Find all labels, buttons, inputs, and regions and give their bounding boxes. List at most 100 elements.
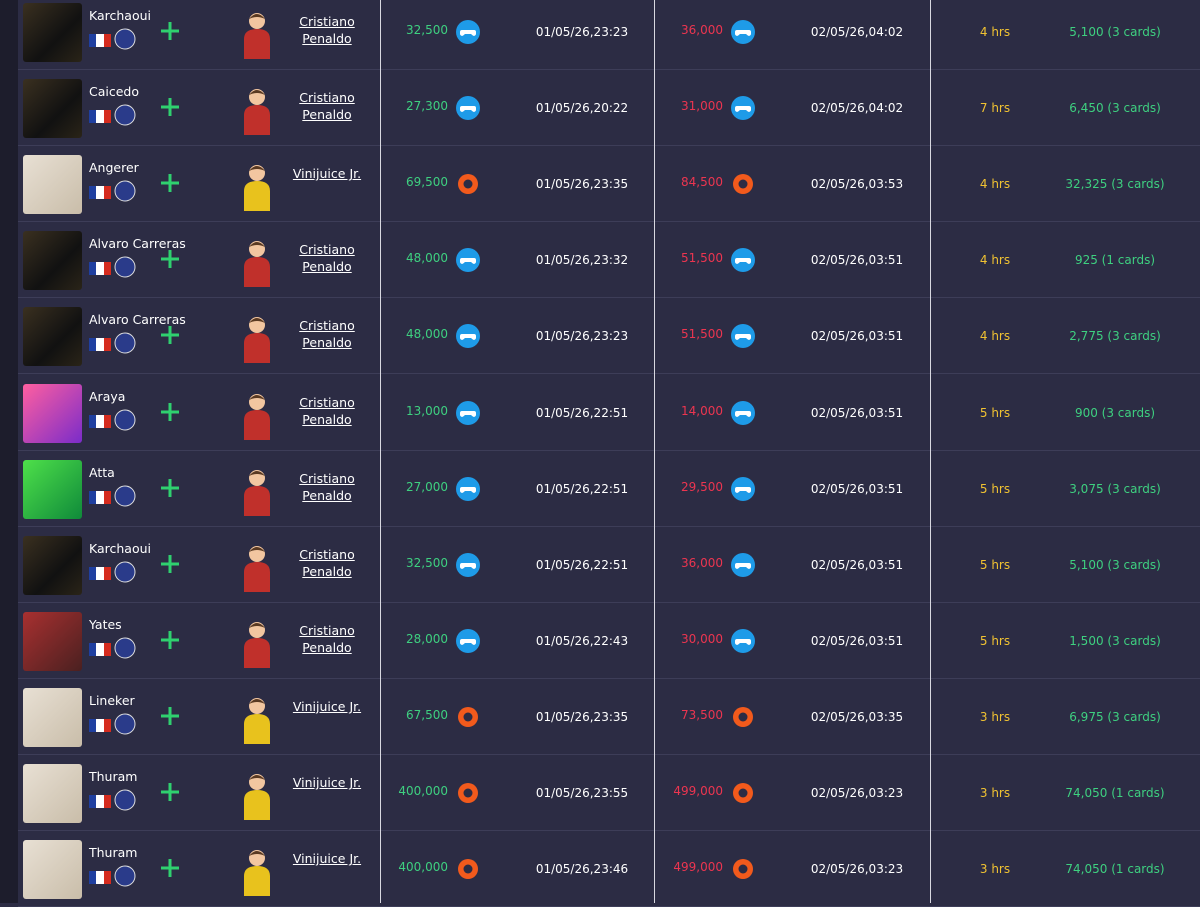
player-name: Lineker	[89, 692, 135, 708]
owner-avatar	[240, 846, 274, 899]
platform-icon	[456, 476, 480, 504]
player-card	[23, 79, 82, 139]
owner-name: Vinijuice Jr.	[292, 698, 362, 714]
hold-time: 5 hrs	[979, 633, 1011, 648]
nation-club	[89, 485, 137, 510]
nation-club	[89, 180, 137, 205]
add-button	[158, 628, 182, 655]
hold-time: 4 hrs	[979, 329, 1011, 344]
add-button	[158, 400, 182, 427]
buy-date: 01/05/26,20:22	[535, 101, 629, 116]
sell-price: 36,000	[681, 23, 723, 37]
owner-name: Cristiano Penaldo	[299, 546, 355, 579]
table-row: Lineker Vinijuice Jr. 67,500 01/05/26,23:35…	[18, 679, 1200, 755]
owner-avatar	[240, 9, 274, 62]
player-name: Thuram	[89, 769, 138, 784]
player-name: Atta	[89, 464, 115, 480]
player-card	[23, 611, 82, 671]
sell-date: 02/05/26,04:02	[810, 101, 904, 116]
platform-icon	[731, 248, 755, 275]
profit: 5,100 (3 cards)	[1069, 557, 1161, 572]
player-card	[23, 687, 82, 747]
add-button	[158, 476, 182, 503]
sell-price: 73,500	[681, 707, 723, 722]
table-row: Thuram Vinijuice Jr. 400,000 01/05/26,23:46…	[18, 831, 1200, 907]
player-card	[23, 459, 82, 519]
buy-date: 01/05/26,23:23	[535, 25, 629, 39]
player-name: Yates	[89, 616, 122, 632]
table-row: Alvaro Carreras Cristiano Penaldo 48,000 01…	[18, 298, 1200, 375]
platform-icon	[456, 628, 480, 656]
nation-club	[89, 561, 137, 586]
nation-club	[89, 789, 137, 814]
add-button	[158, 780, 182, 807]
owner-name: Vinijuice Jr.	[292, 166, 362, 182]
platform-icon	[731, 20, 755, 47]
platform-icon	[731, 172, 755, 199]
owner-name: Cristiano Penaldo	[299, 470, 355, 503]
owner-avatar	[240, 390, 274, 443]
player-card	[23, 535, 82, 595]
sell-price: 30,000	[681, 631, 723, 646]
player-card	[23, 3, 82, 62]
platform-icon	[731, 552, 755, 580]
hold-time: 3 hrs	[979, 709, 1011, 724]
hold-time: 4 hrs	[979, 253, 1011, 268]
nation-club	[89, 713, 137, 738]
platform-icon	[731, 781, 755, 808]
sell-date: 02/05/26,03:23	[810, 862, 904, 877]
platform-icon	[731, 857, 755, 884]
sell-price: 499,000	[673, 784, 723, 798]
hold-time: 7 hrs	[979, 101, 1011, 116]
platform-icon	[456, 248, 480, 275]
player-card	[23, 307, 82, 367]
buy-date: 01/05/26,23:35	[535, 709, 629, 724]
sell-date: 02/05/26,03:51	[810, 329, 904, 344]
player-name: Araya	[89, 388, 126, 404]
platform-icon	[456, 857, 480, 884]
sell-date: 02/05/26,03:53	[810, 177, 904, 192]
sell-price: 29,500	[681, 479, 723, 494]
owner-avatar	[240, 694, 274, 747]
owner-name: Cristiano Penaldo	[299, 622, 355, 655]
add-button	[158, 19, 182, 46]
sell-date: 02/05/26,04:02	[810, 25, 904, 39]
nation-club	[89, 256, 137, 281]
add-button	[158, 323, 182, 350]
buy-date: 01/05/26,23:35	[535, 177, 629, 192]
table-row: Alvaro Carreras Cristiano Penaldo 48,000 01…	[18, 222, 1200, 299]
add-button	[158, 95, 182, 122]
hold-time: 3 hrs	[979, 862, 1011, 877]
platform-icon	[731, 476, 755, 504]
platform-icon	[456, 96, 480, 123]
profit: 2,775 (3 cards)	[1069, 329, 1161, 344]
sell-price: 14,000	[681, 403, 723, 418]
player-name: Karchaoui	[89, 8, 151, 23]
owner-name: Cristiano Penaldo	[299, 394, 355, 427]
owner-name: Vinijuice Jr.	[292, 775, 362, 790]
profit: 900 (3 cards)	[1074, 405, 1156, 420]
buy-price: 32,500	[406, 555, 448, 570]
buy-date: 01/05/26,22:43	[535, 633, 629, 648]
buy-date: 01/05/26,23:32	[535, 253, 629, 268]
profit: 6,975 (3 cards)	[1069, 709, 1161, 724]
sell-date: 02/05/26,03:51	[810, 481, 904, 496]
player-name: Alvaro Carreras	[89, 236, 186, 252]
owner-avatar	[240, 542, 274, 595]
owner-avatar	[240, 770, 274, 823]
profit: 6,450 (3 cards)	[1069, 101, 1161, 116]
add-button	[158, 247, 182, 274]
player-card	[23, 231, 82, 291]
profit: 32,325 (3 cards)	[1065, 177, 1165, 192]
player-name: Thuram	[89, 845, 138, 861]
owner-name: Cristiano Penaldo	[299, 90, 355, 123]
table-row: Angerer Vinijuice Jr. 69,500 01/05/26,23:35…	[18, 146, 1200, 223]
player-name: Angerer	[89, 160, 139, 176]
buy-date: 01/05/26,23:23	[535, 329, 629, 344]
sell-price: 31,000	[681, 99, 723, 114]
platform-icon	[456, 20, 480, 47]
buy-price: 13,000	[406, 403, 448, 418]
buy-price: 400,000	[398, 784, 448, 798]
buy-price: 32,500	[406, 23, 448, 37]
